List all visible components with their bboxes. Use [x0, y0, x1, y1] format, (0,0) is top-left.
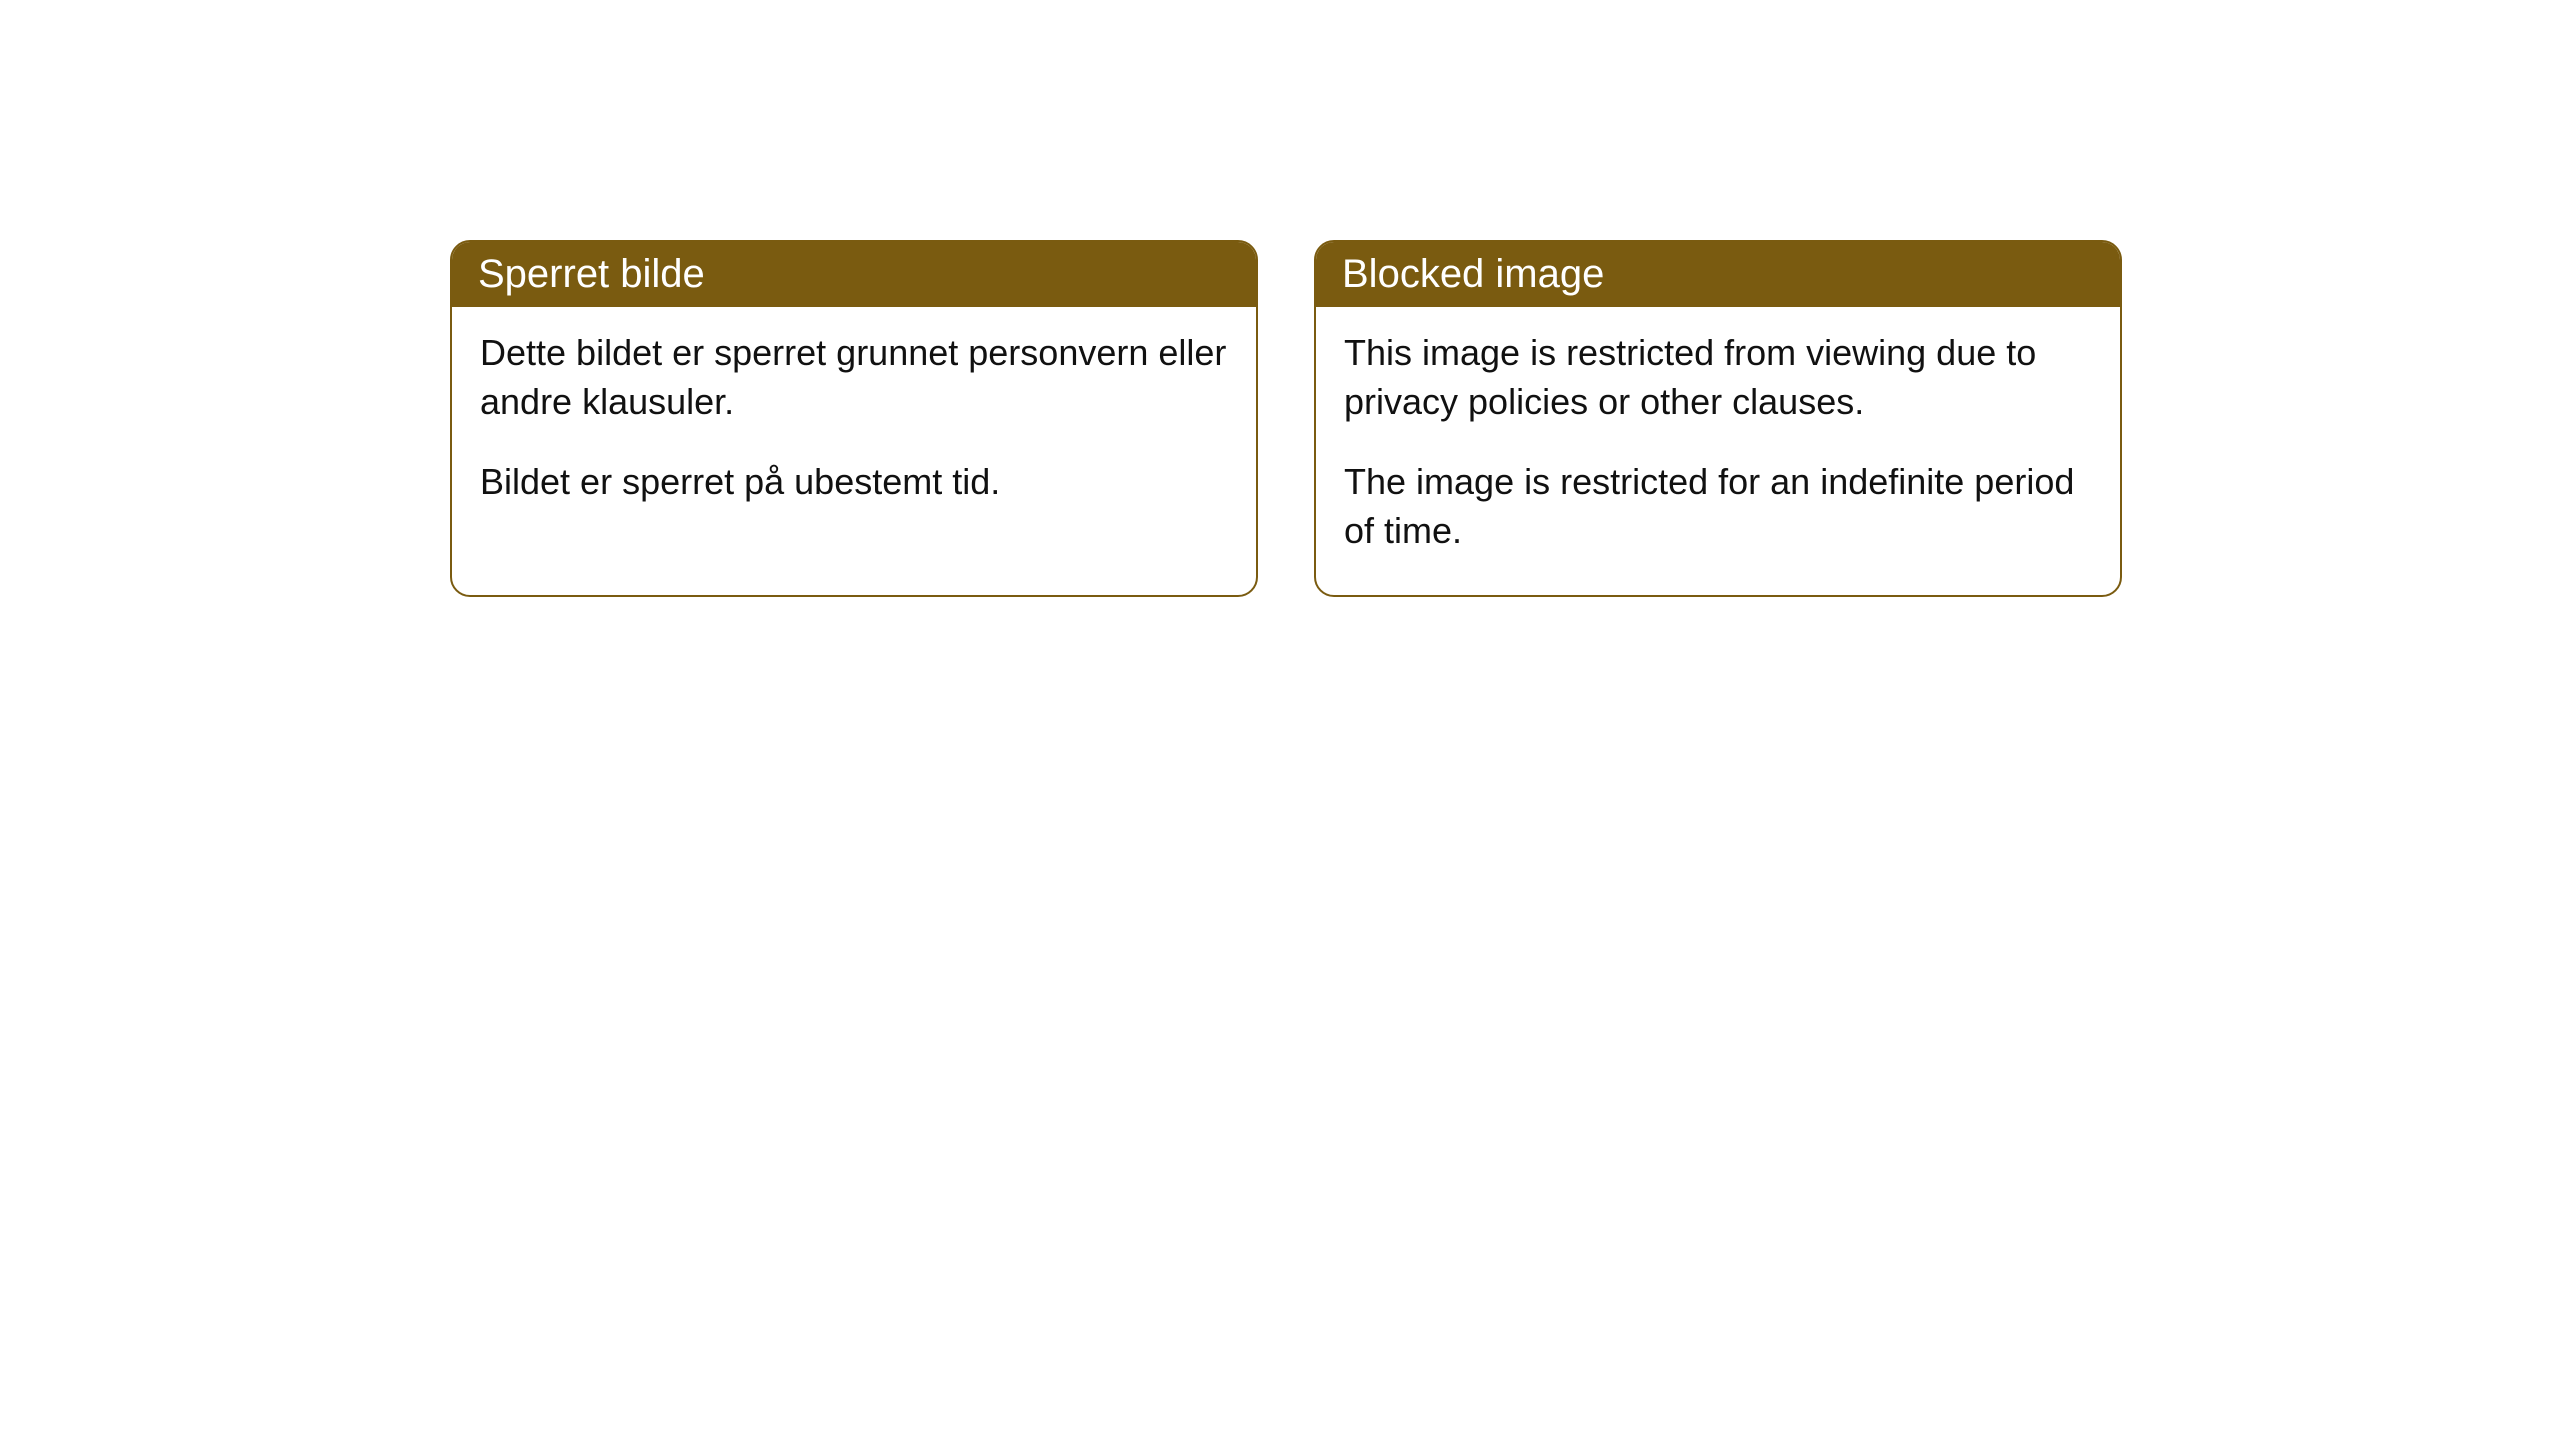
- card-header: Blocked image: [1316, 242, 2120, 307]
- card-paragraph: Dette bildet er sperret grunnet personve…: [480, 329, 1228, 426]
- card-paragraph: The image is restricted for an indefinit…: [1344, 458, 2092, 555]
- card-body: This image is restricted from viewing du…: [1316, 307, 2120, 595]
- notice-card-english: Blocked image This image is restricted f…: [1314, 240, 2122, 597]
- card-title: Blocked image: [1342, 252, 1604, 296]
- notice-cards-container: Sperret bilde Dette bildet er sperret gr…: [0, 0, 2560, 597]
- card-body: Dette bildet er sperret grunnet personve…: [452, 307, 1256, 547]
- card-paragraph: Bildet er sperret på ubestemt tid.: [480, 458, 1228, 507]
- card-header: Sperret bilde: [452, 242, 1256, 307]
- notice-card-norwegian: Sperret bilde Dette bildet er sperret gr…: [450, 240, 1258, 597]
- card-paragraph: This image is restricted from viewing du…: [1344, 329, 2092, 426]
- card-title: Sperret bilde: [478, 252, 705, 296]
